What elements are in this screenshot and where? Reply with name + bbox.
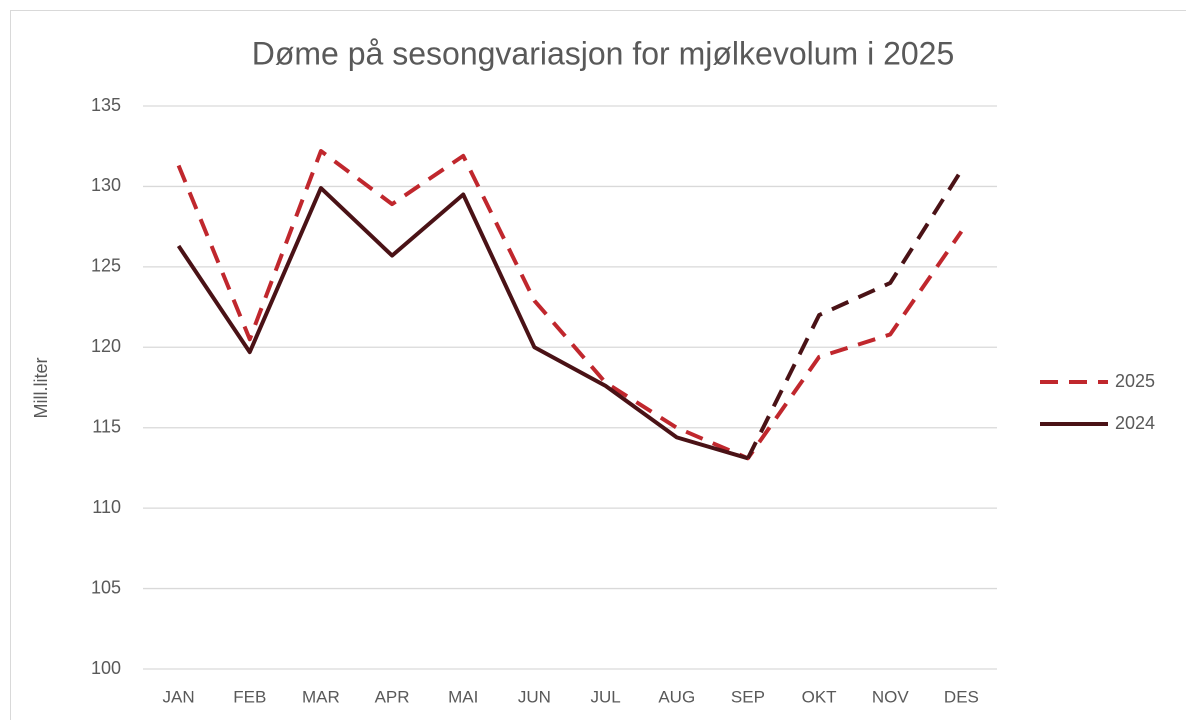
x-tick-label: AUG <box>658 687 695 706</box>
line-series <box>746 169 964 460</box>
x-tick-label: MAI <box>448 687 478 706</box>
x-tick-label: MAR <box>302 687 340 706</box>
y-tick-label: 115 <box>92 416 121 436</box>
y-tick-label: 110 <box>92 497 121 517</box>
x-tick-label: APR <box>375 687 410 706</box>
legend-label: 2025 <box>1115 371 1155 391</box>
y-axis-label: Mill.liter <box>31 357 51 418</box>
y-tick-label: 100 <box>91 658 121 678</box>
x-tick-label: NOV <box>872 687 910 706</box>
y-tick-label: 125 <box>91 256 121 276</box>
x-tick-label: FEB <box>233 687 266 706</box>
x-tick-label: JAN <box>163 687 195 706</box>
y-tick-label: 135 <box>91 95 121 115</box>
y-tick-label: 130 <box>91 175 121 195</box>
chart-title: Døme på sesongvariasjon for mjølkevolum … <box>252 35 955 71</box>
line-series <box>176 149 964 461</box>
chart-frame <box>10 10 1186 720</box>
legend-label: 2024 <box>1115 413 1155 433</box>
x-tick-label: JUL <box>590 687 620 706</box>
x-tick-label: SEP <box>731 687 765 706</box>
x-tick-label: OKT <box>802 687 837 706</box>
y-tick-label: 105 <box>91 577 121 597</box>
y-tick-label: 120 <box>91 336 121 356</box>
x-tick-label: JUN <box>518 687 551 706</box>
line-series <box>176 186 749 461</box>
x-tick-label: DES <box>944 687 979 706</box>
